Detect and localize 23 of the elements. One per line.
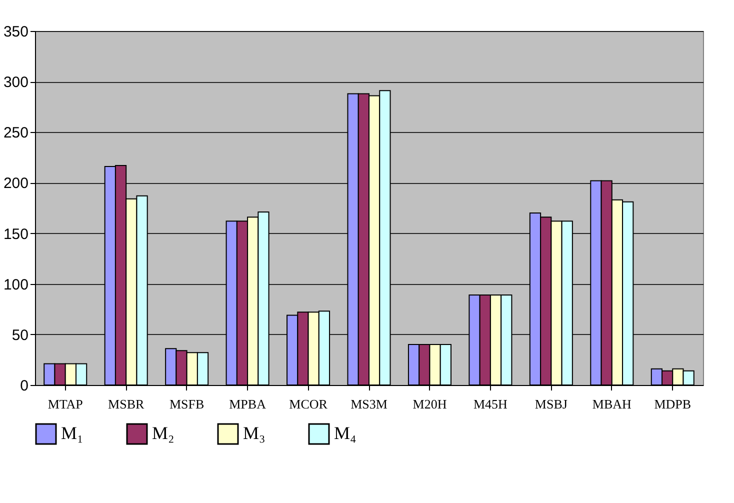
y-tick-label: 150	[3, 226, 28, 243]
legend-label: M₄	[334, 423, 356, 443]
x-tick-label: MTAP	[48, 396, 83, 412]
x-tick-label: M20H	[412, 396, 447, 412]
x-tick-label: MDPB	[654, 396, 692, 412]
y-tick-label: 200	[3, 175, 28, 192]
y-tick-label: 250	[3, 124, 28, 142]
x-tick-label: MS3M	[350, 396, 388, 412]
x-tick-label: MSBJ	[534, 396, 568, 412]
legend-label: M₁	[61, 423, 84, 443]
legend-label: M₃	[243, 423, 266, 443]
y-tick-label: 0	[20, 378, 28, 394]
x-tick-label: MSFB	[169, 396, 204, 412]
y-tick-label: 100	[3, 276, 28, 294]
x-tick-label: MBAH	[592, 396, 632, 412]
x-tick-label: MPBA	[229, 396, 267, 412]
y-tick-label: 300	[3, 74, 28, 92]
x-tick-label: MSBR	[108, 396, 144, 412]
y-tick-label: 50	[12, 326, 28, 344]
y-tick-label: 350	[3, 24, 28, 40]
legend-label: M₂	[152, 423, 174, 443]
x-tick-label: M45H	[473, 396, 508, 412]
x-tick-label: MCOR	[289, 396, 328, 412]
